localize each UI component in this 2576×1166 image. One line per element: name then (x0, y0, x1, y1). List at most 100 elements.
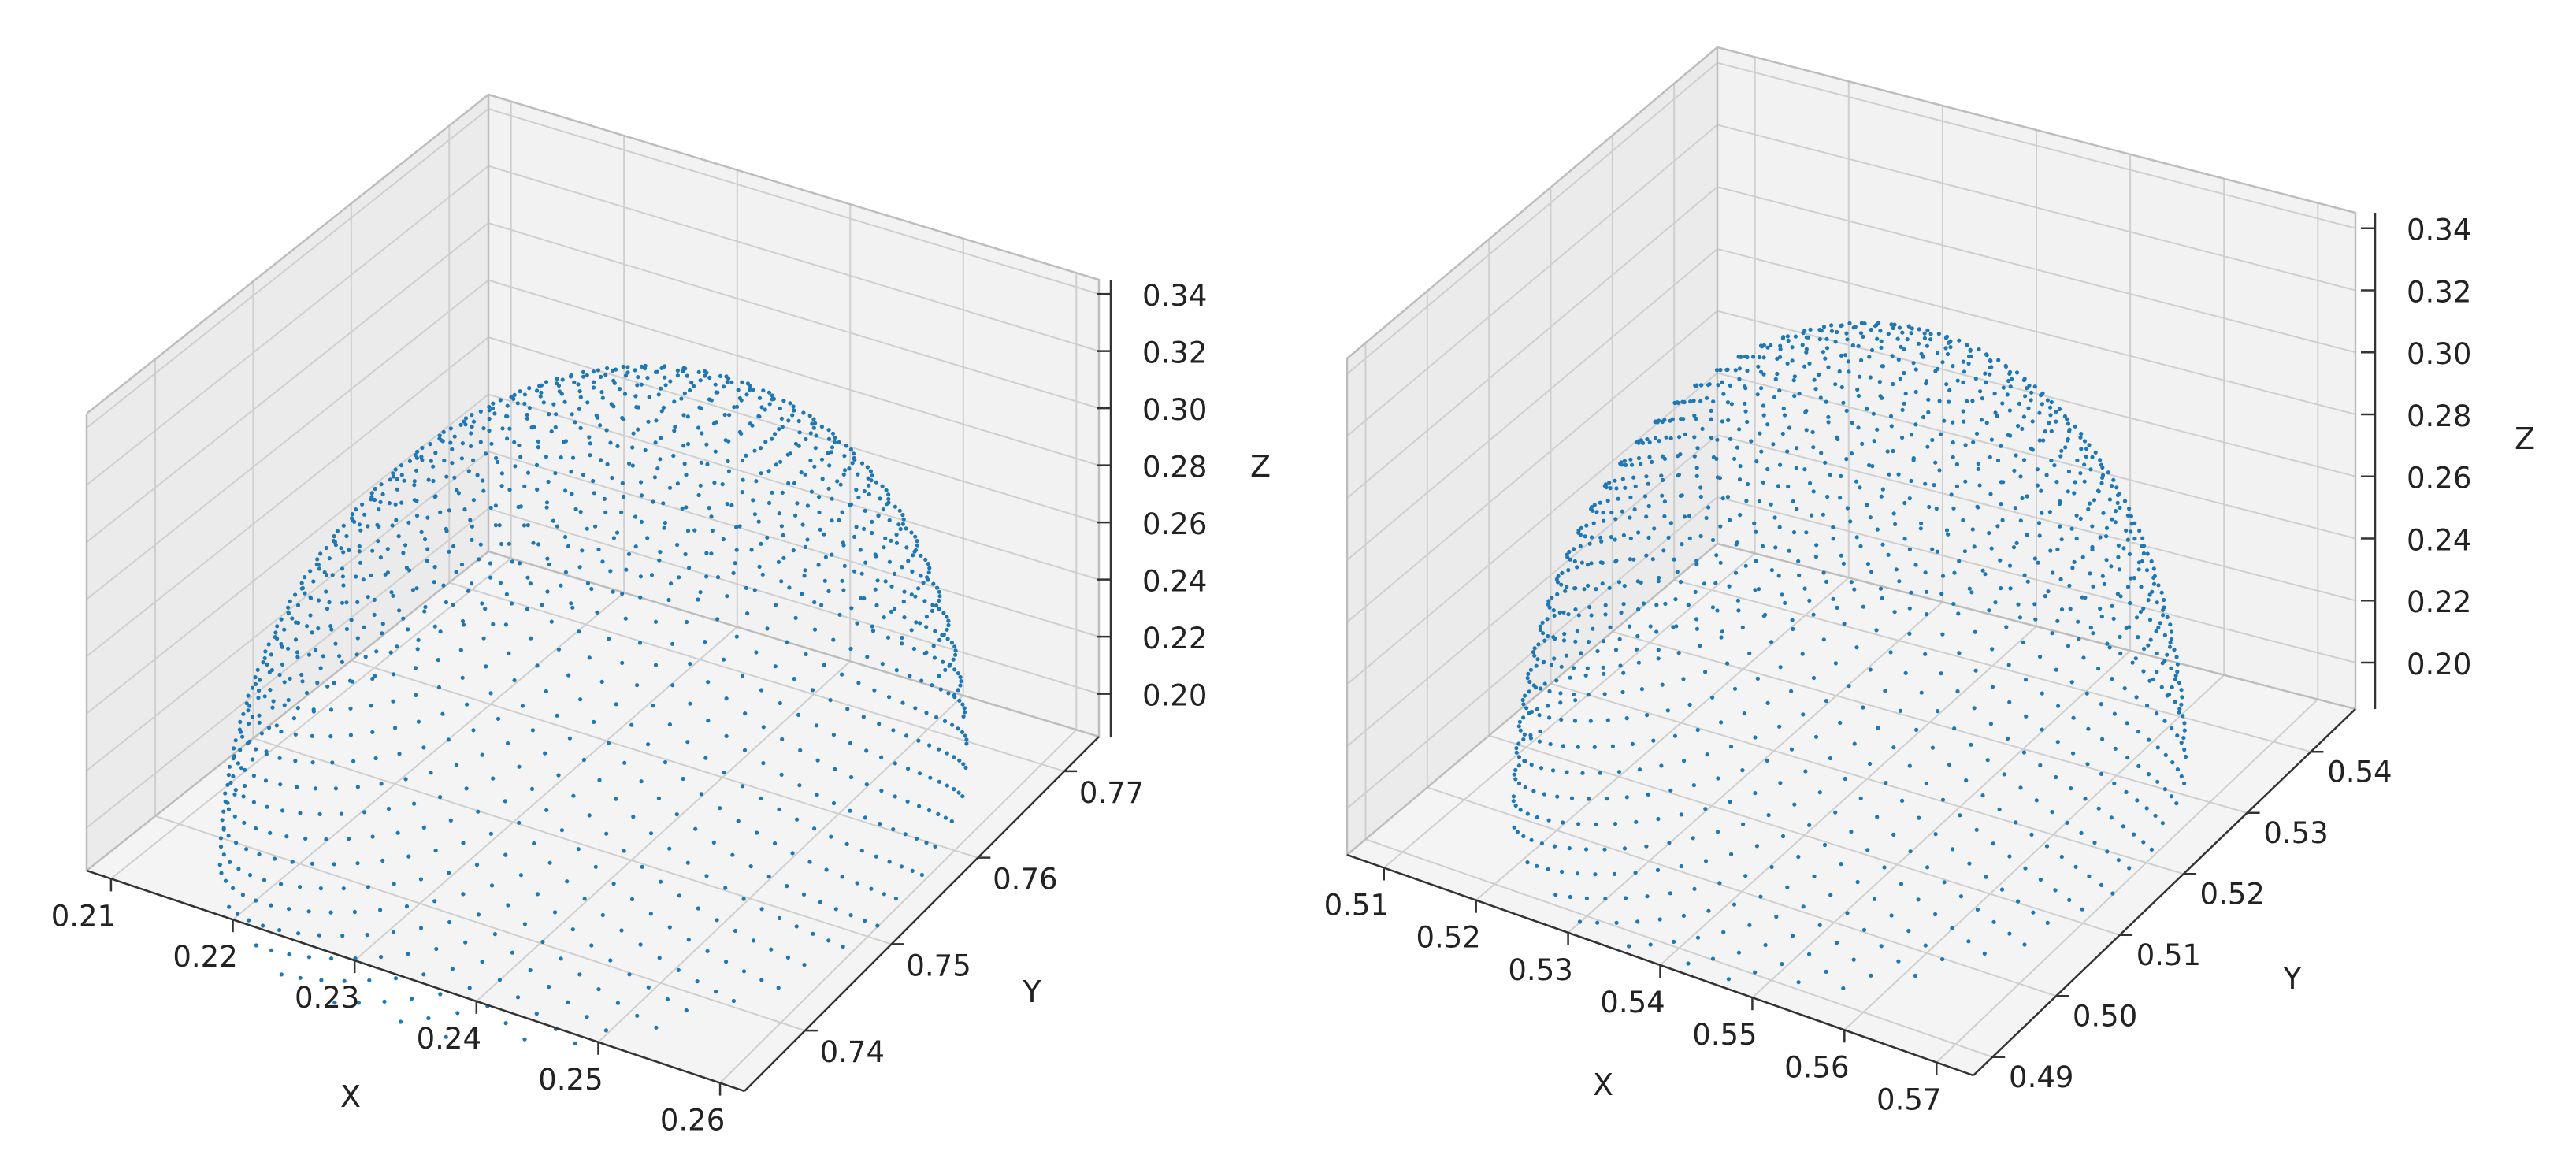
scatter-point (1621, 533, 1626, 538)
scatter-point (1841, 986, 1846, 991)
scatter-point (736, 819, 741, 823)
scatter-point (1704, 395, 1709, 400)
scatter-point (909, 592, 914, 597)
z-tick-label: 0.30 (2407, 337, 2471, 371)
scatter-point (1875, 427, 1880, 432)
scatter-point (675, 373, 681, 378)
scatter-point (1839, 473, 1843, 479)
scatter-point (534, 1012, 539, 1016)
scatter-point (263, 778, 269, 783)
scatter-point (1672, 939, 1676, 944)
scatter-point (692, 384, 696, 388)
scatter-point (598, 423, 603, 428)
scatter-point (829, 834, 833, 839)
scatter-point (906, 559, 911, 563)
scatter-point (657, 956, 662, 960)
scatter-point (887, 860, 892, 864)
scatter-point (1737, 366, 1742, 371)
scatter-point (1576, 822, 1581, 826)
scatter-point (2110, 603, 2114, 608)
scatter-point (1547, 715, 1552, 720)
scatter-point (1720, 419, 1724, 424)
scatter-point (1858, 331, 1864, 336)
scatter-point (414, 693, 418, 698)
scatter-point (822, 532, 826, 537)
scatter-point (1719, 635, 1724, 640)
scatter-point (543, 751, 547, 756)
scatter-point (279, 730, 284, 734)
scatter-point (599, 679, 604, 685)
scatter-point (341, 550, 346, 555)
scatter-point (1774, 914, 1779, 919)
scatter-point (1907, 496, 1912, 501)
scatter-point (938, 687, 943, 692)
scatter-point (740, 490, 744, 495)
scatter-point (1660, 682, 1665, 687)
scatter-point (840, 510, 844, 514)
scatter-point (487, 404, 492, 410)
scatter-point (399, 500, 404, 505)
scatter-point (725, 502, 729, 507)
scatter-point (725, 594, 729, 599)
scatter-point (1592, 745, 1597, 749)
scatter-point (1835, 435, 1839, 440)
z-axis-title: Z (2515, 421, 2535, 456)
scatter-point (460, 618, 466, 624)
scatter-point (1728, 518, 1732, 522)
scatter-point (1802, 329, 1807, 333)
scatter-point (889, 584, 894, 589)
scatter-point (463, 940, 468, 945)
scatter-point (645, 536, 650, 540)
scatter-point (685, 529, 691, 533)
scatter-point (2146, 598, 2151, 603)
scatter-point (880, 484, 885, 488)
scatter-point (830, 518, 834, 523)
scatter-point (941, 659, 945, 664)
scatter-point (1769, 343, 1773, 347)
scatter-point (1592, 503, 1597, 507)
scatter-point (438, 795, 443, 800)
scatter-point (1789, 689, 1794, 693)
scatter-point (1951, 440, 1955, 445)
scatter-point (1845, 337, 1850, 342)
scatter-point (1817, 328, 1822, 332)
scatter-point (766, 874, 771, 879)
scatter-point (286, 646, 291, 651)
scatter-point (2124, 789, 2129, 795)
scatter-point (1511, 799, 1516, 804)
scatter-point (513, 464, 518, 469)
scatter-point (447, 919, 452, 925)
scatter-point (403, 777, 408, 782)
scatter-point (1892, 610, 1897, 615)
scatter-point (1923, 570, 1928, 575)
scatter-point (1568, 557, 1572, 562)
scatter-point (1608, 625, 1613, 629)
scatter-point (848, 808, 852, 813)
scatter-point (2088, 571, 2092, 576)
scatter-point (279, 972, 284, 977)
scatter-point (559, 583, 563, 588)
scatter-point (2068, 607, 2073, 611)
scatter-point (517, 764, 522, 769)
x-tick-label: 0.53 (1508, 953, 1572, 987)
scatter-point (241, 794, 246, 799)
scatter-point (2078, 435, 2083, 440)
scatter-point (1878, 394, 1883, 399)
scatter-point (554, 412, 559, 417)
scatter-point (948, 662, 952, 667)
scatter-point (416, 719, 421, 724)
scatter-point (483, 607, 488, 611)
scatter-point (538, 394, 543, 399)
scatter-point (1858, 374, 1862, 379)
scatter-point (730, 852, 735, 857)
scatter-point (1913, 389, 1918, 395)
scatter-point (855, 621, 859, 626)
scatter-point (1893, 522, 1898, 527)
scatter-point (2125, 721, 2129, 726)
scatter-point (1975, 504, 1980, 509)
scatter-point (791, 404, 796, 409)
scatter-point (416, 637, 421, 643)
scatter-point (342, 978, 347, 983)
scatter-point (1531, 789, 1536, 793)
scatter-point (1796, 980, 1801, 985)
